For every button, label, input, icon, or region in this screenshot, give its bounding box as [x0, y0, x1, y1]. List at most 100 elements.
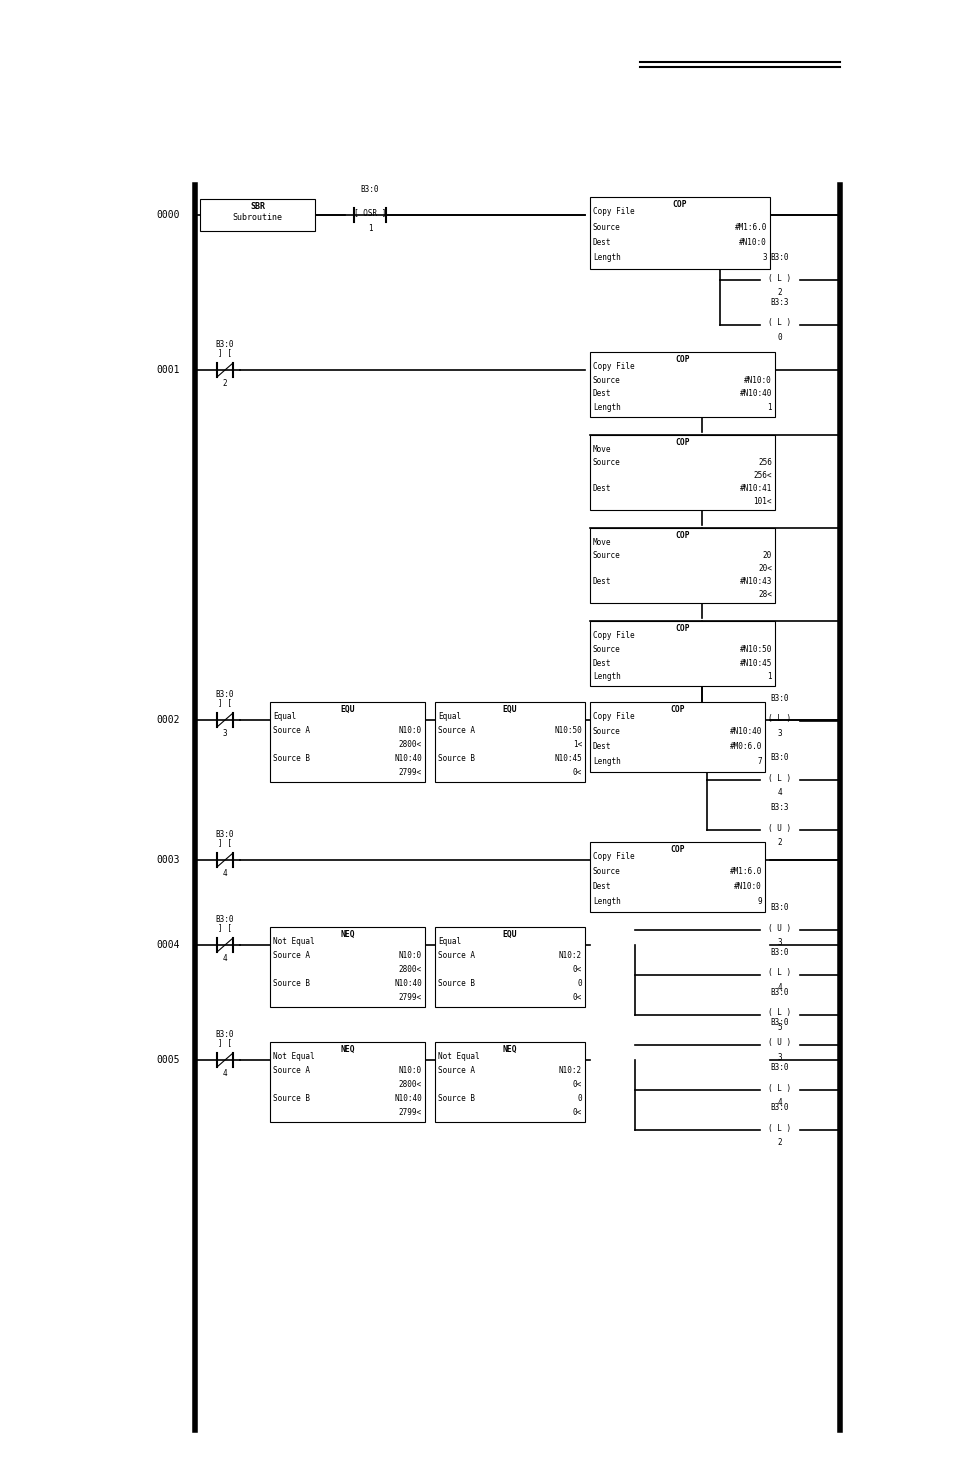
Bar — [589, 435, 774, 510]
Bar — [200, 199, 314, 232]
Text: ] [: ] [ — [218, 1038, 232, 1047]
Text: 256: 256 — [758, 459, 771, 468]
Text: COP: COP — [675, 624, 689, 633]
Text: Source B: Source B — [437, 1094, 475, 1103]
Text: #M1:6.0: #M1:6.0 — [734, 223, 766, 232]
Bar — [589, 353, 774, 417]
Text: B3:3: B3:3 — [770, 802, 788, 813]
Text: Length: Length — [593, 673, 620, 681]
Text: #N10:41: #N10:41 — [739, 484, 771, 493]
Text: 3: 3 — [777, 729, 781, 738]
Text: Source A: Source A — [437, 951, 475, 960]
Text: N10:40: N10:40 — [394, 1094, 421, 1103]
Text: 0: 0 — [577, 1094, 581, 1103]
Text: 2: 2 — [777, 288, 781, 296]
Text: Equal: Equal — [437, 712, 460, 721]
Text: 0<: 0< — [572, 768, 581, 777]
Text: Dest: Dest — [593, 237, 611, 246]
Text: Source A: Source A — [437, 1066, 475, 1075]
Text: 3: 3 — [222, 729, 227, 738]
Text: NEQ: NEQ — [340, 931, 355, 940]
Text: Dest: Dest — [593, 742, 611, 751]
Text: NEQ: NEQ — [340, 1044, 355, 1055]
Text: ( L ): ( L ) — [767, 773, 791, 783]
Text: Subroutine: Subroutine — [233, 212, 282, 223]
Text: ] [: ] [ — [218, 698, 232, 707]
Bar — [589, 528, 774, 603]
Text: COP: COP — [672, 201, 686, 209]
Text: Equal: Equal — [437, 937, 460, 945]
Text: 4: 4 — [222, 954, 227, 963]
Text: Source B: Source B — [273, 754, 310, 763]
Text: 2800<: 2800< — [398, 740, 421, 749]
Text: 2800<: 2800< — [398, 965, 421, 974]
Text: 4: 4 — [777, 788, 781, 797]
Text: Copy File: Copy File — [593, 361, 634, 372]
Text: 101<: 101< — [753, 497, 771, 506]
Text: B3:0: B3:0 — [770, 1103, 788, 1112]
Text: #N10:40: #N10:40 — [729, 727, 761, 736]
Text: N10:50: N10:50 — [554, 726, 581, 735]
Text: 0004: 0004 — [156, 940, 180, 950]
Bar — [435, 1041, 584, 1122]
Text: 20: 20 — [762, 552, 771, 560]
Text: Source A: Source A — [273, 951, 310, 960]
Text: COP: COP — [670, 845, 684, 854]
Text: Source B: Source B — [273, 979, 310, 988]
Text: N10:0: N10:0 — [398, 1066, 421, 1075]
Text: Copy File: Copy File — [593, 853, 634, 861]
Bar — [270, 1041, 424, 1122]
Text: N10:45: N10:45 — [554, 754, 581, 763]
Text: ( L ): ( L ) — [767, 273, 791, 283]
Text: 0002: 0002 — [156, 715, 180, 726]
Text: EQU: EQU — [502, 705, 517, 714]
Text: B3:0: B3:0 — [215, 690, 234, 699]
Text: Copy File: Copy File — [593, 631, 634, 640]
Text: 3: 3 — [777, 1053, 781, 1062]
Text: 2: 2 — [222, 379, 227, 388]
Text: Source: Source — [593, 459, 620, 468]
Text: B3:0: B3:0 — [770, 1063, 788, 1072]
Text: 0<: 0< — [572, 1108, 581, 1117]
Text: 4: 4 — [222, 1069, 227, 1078]
Text: ( L ): ( L ) — [767, 969, 791, 978]
Text: #M1:6.0: #M1:6.0 — [729, 867, 761, 876]
Text: B3:0: B3:0 — [215, 914, 234, 923]
Text: Source A: Source A — [437, 726, 475, 735]
Text: 0<: 0< — [572, 1080, 581, 1089]
Text: 1<: 1< — [572, 740, 581, 749]
Text: B3:0: B3:0 — [770, 1018, 788, 1027]
Bar — [589, 198, 769, 268]
Text: NEQ: NEQ — [502, 1044, 517, 1055]
Text: #N10:43: #N10:43 — [739, 577, 771, 586]
Text: 0000: 0000 — [156, 209, 180, 220]
Text: Source: Source — [593, 552, 620, 560]
Text: COP: COP — [670, 705, 684, 714]
Text: N10:0: N10:0 — [398, 951, 421, 960]
Text: ( U ): ( U ) — [767, 823, 791, 832]
Text: 20<: 20< — [758, 563, 771, 572]
Text: ( L ): ( L ) — [767, 1084, 791, 1093]
Text: COP: COP — [675, 438, 689, 447]
Text: Copy File: Copy File — [593, 207, 634, 215]
Text: EQU: EQU — [502, 931, 517, 940]
Text: B3:0: B3:0 — [215, 341, 234, 350]
Text: Length: Length — [593, 403, 620, 412]
Text: B3:0: B3:0 — [215, 830, 234, 839]
Text: 4: 4 — [222, 869, 227, 878]
Text: Copy File: Copy File — [593, 712, 634, 721]
Text: Dest: Dest — [593, 484, 611, 493]
Text: SBR: SBR — [250, 202, 265, 211]
Text: 3: 3 — [777, 938, 781, 947]
Text: Length: Length — [593, 757, 620, 766]
Text: 0<: 0< — [572, 965, 581, 974]
Text: 2: 2 — [777, 838, 781, 847]
Bar — [270, 926, 424, 1007]
Text: 7: 7 — [757, 757, 761, 766]
Text: 1: 1 — [766, 673, 771, 681]
Text: #N10:0: #N10:0 — [743, 376, 771, 385]
Text: Source: Source — [593, 376, 620, 385]
Text: Source: Source — [593, 727, 620, 736]
Text: Length: Length — [593, 897, 620, 906]
Text: #N10:40: #N10:40 — [739, 389, 771, 398]
